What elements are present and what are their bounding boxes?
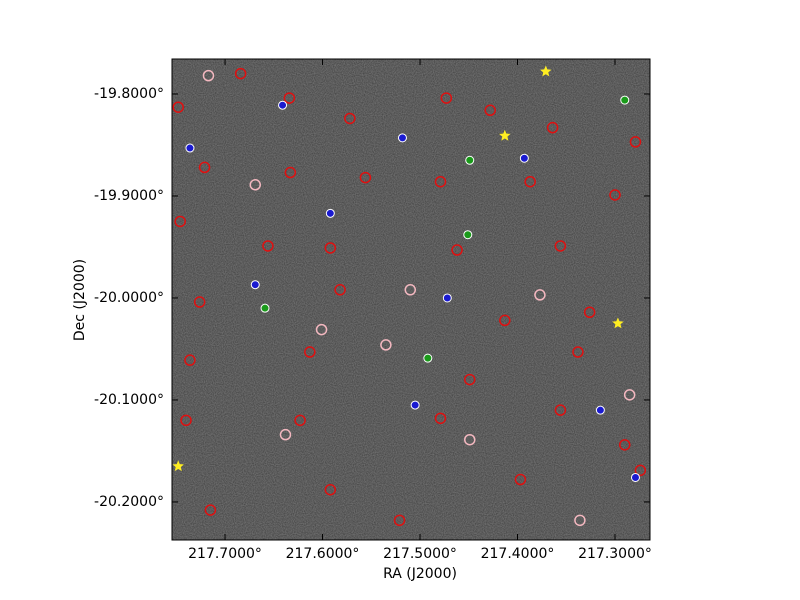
source-dot [325, 208, 335, 218]
y-tick-label: -20.1000° [94, 392, 164, 408]
source-ring [609, 189, 621, 201]
markers [172, 65, 647, 527]
source-ring [554, 404, 567, 416]
x-tick-label: 217.4000° [481, 546, 555, 562]
source-ring [546, 121, 559, 134]
source-ring [359, 171, 372, 184]
source-dot [595, 405, 605, 415]
source-ring [451, 244, 463, 256]
x-tick-label: 217.7000° [188, 546, 262, 562]
sky-noise [172, 59, 650, 540]
source-ring [204, 504, 217, 516]
source-dot [397, 133, 407, 143]
source-ring [574, 514, 586, 527]
source-dot [250, 280, 260, 290]
source-ring [499, 314, 511, 327]
y-tick-label: -20.2000° [94, 494, 164, 510]
source-dot [278, 100, 288, 110]
source-dot [423, 353, 433, 363]
source-ring [463, 433, 476, 446]
source-ring [629, 136, 642, 148]
source-ring [484, 104, 496, 117]
source-ring [172, 101, 184, 113]
source-ring [304, 346, 316, 358]
source-ring [184, 354, 196, 366]
source-ring [324, 242, 337, 254]
source-dot [465, 155, 475, 165]
source-ring [534, 289, 546, 301]
source-ring [623, 389, 636, 401]
source-ring [634, 464, 647, 477]
source-ring [514, 473, 527, 486]
source-dot [463, 230, 473, 240]
y-tick-label: -20.0000° [94, 290, 164, 306]
source-ring [180, 414, 192, 427]
source-ring [279, 428, 292, 441]
source-ring [249, 179, 262, 191]
source-ring [198, 161, 211, 174]
source-ring [262, 240, 274, 252]
source-ring [284, 166, 297, 179]
source-ring [404, 284, 417, 296]
source-ring [315, 323, 328, 336]
source-ring [440, 92, 453, 104]
source-ring [324, 483, 337, 496]
source-ring [554, 240, 567, 252]
source-dot [519, 153, 529, 163]
source-ring [434, 412, 447, 425]
y-tick-label: -19.9000° [94, 188, 164, 204]
source-dot [442, 293, 452, 303]
x-tick-label: 217.5000° [383, 546, 457, 562]
source-dot [410, 400, 420, 410]
x-tick-label: 217.3000° [578, 546, 652, 562]
source-ring [234, 67, 247, 80]
y-axis-label: Dec (J2000) [72, 259, 88, 341]
source-ring [193, 296, 206, 308]
source-ring [434, 175, 447, 188]
source-ring [463, 373, 476, 386]
source-ring [380, 339, 392, 351]
source-ring [283, 92, 296, 104]
source-dot [620, 95, 630, 105]
source-ring [174, 215, 186, 228]
source-ring [393, 514, 406, 527]
y-tick-label: -19.8000° [94, 86, 164, 102]
source-ring [618, 439, 631, 451]
source-dot [260, 303, 270, 313]
x-tick-label: 217.6000° [286, 546, 360, 562]
source-dot [630, 472, 640, 482]
source-star [612, 317, 624, 329]
plot-frame [171, 58, 651, 541]
x-axis-label: RA (J2000) [383, 566, 457, 582]
source-ring [294, 414, 306, 427]
source-ring [583, 306, 596, 318]
source-ring [202, 69, 215, 82]
source-dot [185, 143, 195, 153]
source-star [172, 460, 184, 472]
source-ring [524, 175, 536, 188]
source-star [499, 129, 511, 141]
source-star [540, 65, 552, 77]
source-ring [572, 346, 584, 358]
source-ring [344, 112, 356, 125]
source-ring [334, 284, 346, 296]
